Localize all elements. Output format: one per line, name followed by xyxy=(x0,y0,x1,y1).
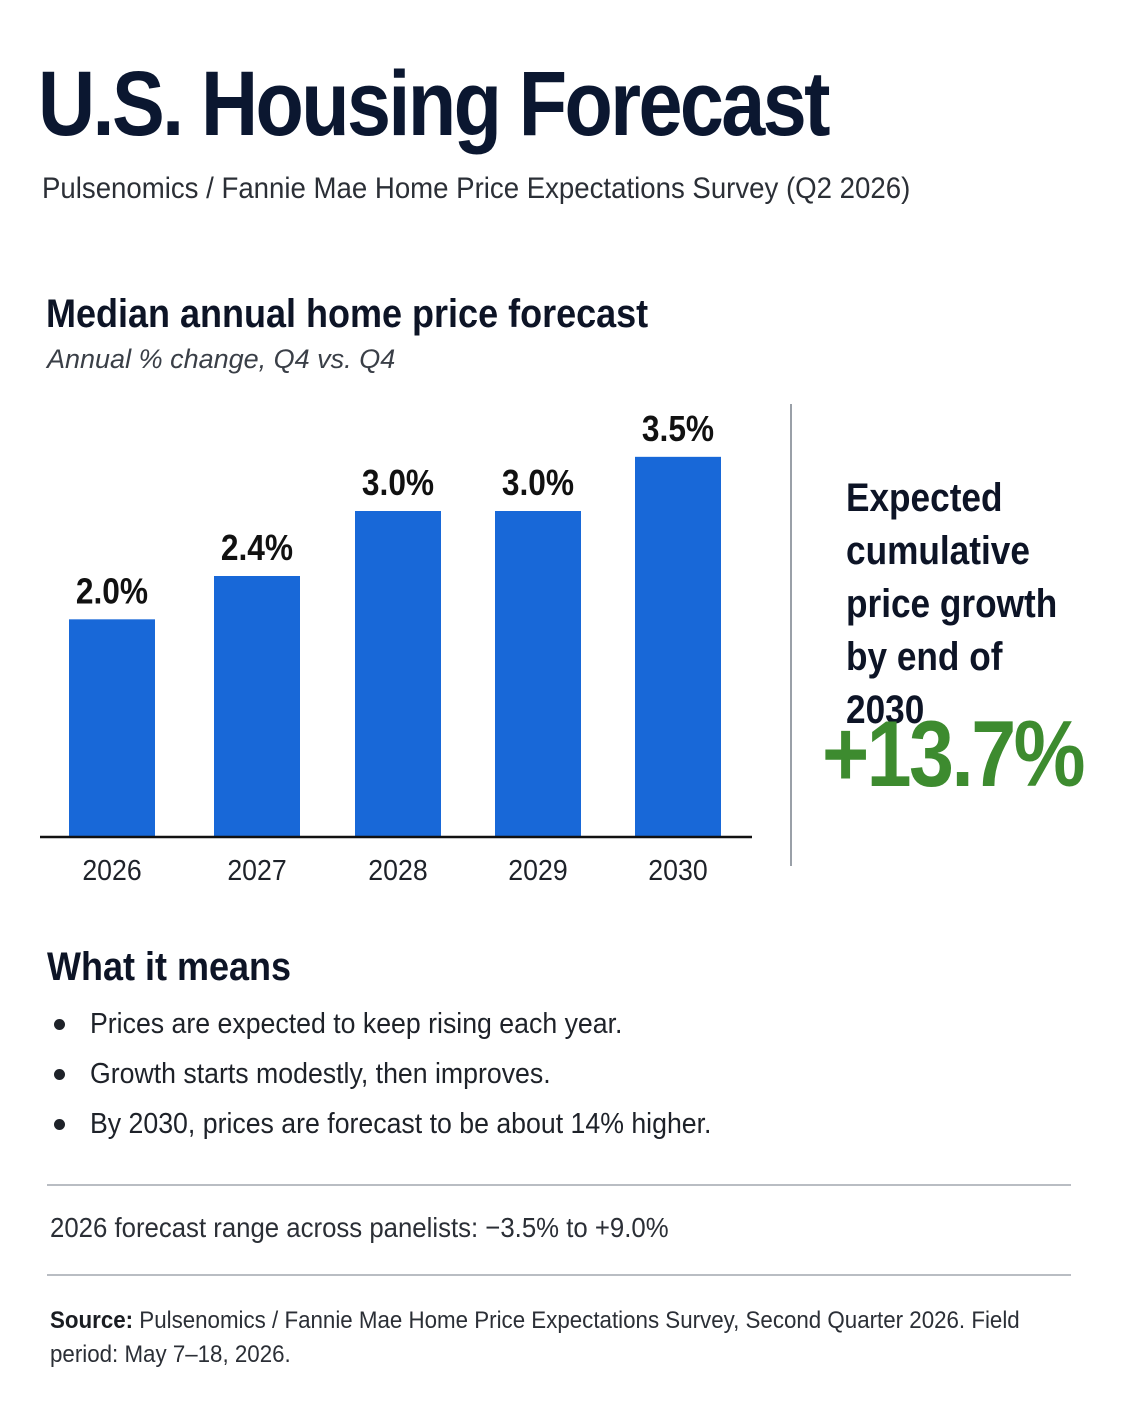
bar-chart: 2.0% 2026 2.4% 2027 3.0% 2028 3.0% 2029 3.5% 2030 xyxy=(40,409,752,886)
data-label-2028: 3.0% xyxy=(362,463,434,503)
data-label-2029: 3.0% xyxy=(502,463,574,503)
bar-2030 xyxy=(635,456,721,836)
bullet-icon xyxy=(54,1019,65,1030)
cumulative-growth-value: +13.7% xyxy=(822,701,1086,806)
list-item: Prices are expected to keep rising each … xyxy=(0,1004,765,1054)
list-item: By 2030, prices are forecast to be about… xyxy=(0,1104,765,1154)
bar-2028 xyxy=(355,511,441,836)
cumulative-growth-label: Expected cumulative price growth by end … xyxy=(846,476,1058,732)
bullet-icon xyxy=(54,1069,65,1080)
means-list: Prices are expected to keep rising each … xyxy=(0,1004,765,1154)
divider-bottom xyxy=(47,1274,1071,1276)
tick-label-2029: 2029 xyxy=(508,854,567,886)
bar-2026 xyxy=(69,619,155,836)
data-label-2026: 2.0% xyxy=(76,571,148,611)
forecast-range-note: 2026 forecast range across panelists: −3… xyxy=(50,1212,669,1243)
source-note: Source: Pulsenomics / Fannie Mae Home Pr… xyxy=(50,1304,1047,1372)
chart-subtitle: Annual % change, Q4 vs. Q4 xyxy=(47,344,396,374)
source-text: Pulsenomics / Fannie Mae Home Price Expe… xyxy=(50,1307,1020,1368)
tick-label-2030: 2030 xyxy=(648,854,707,886)
page-subtitle: Pulsenomics / Fannie Mae Home Price Expe… xyxy=(42,172,911,205)
bullet-icon xyxy=(54,1119,65,1130)
means-heading: What it means xyxy=(47,945,292,989)
data-label-2027: 2.4% xyxy=(221,528,293,568)
tick-label-2026: 2026 xyxy=(82,854,141,886)
bar-2027 xyxy=(214,576,300,836)
tick-label-2027: 2027 xyxy=(227,854,286,886)
list-item: Growth starts modestly, then improves. xyxy=(0,1054,765,1104)
data-label-2030: 3.5% xyxy=(642,409,714,449)
bar-2029 xyxy=(495,511,581,836)
tick-label-2028: 2028 xyxy=(368,854,427,886)
vertical-divider xyxy=(790,404,792,866)
source-label: Source: xyxy=(50,1307,134,1334)
divider-top xyxy=(47,1184,1071,1186)
chart-title: Median annual home price forecast xyxy=(46,292,649,336)
page-title: U.S. Housing Forecast xyxy=(38,53,830,155)
